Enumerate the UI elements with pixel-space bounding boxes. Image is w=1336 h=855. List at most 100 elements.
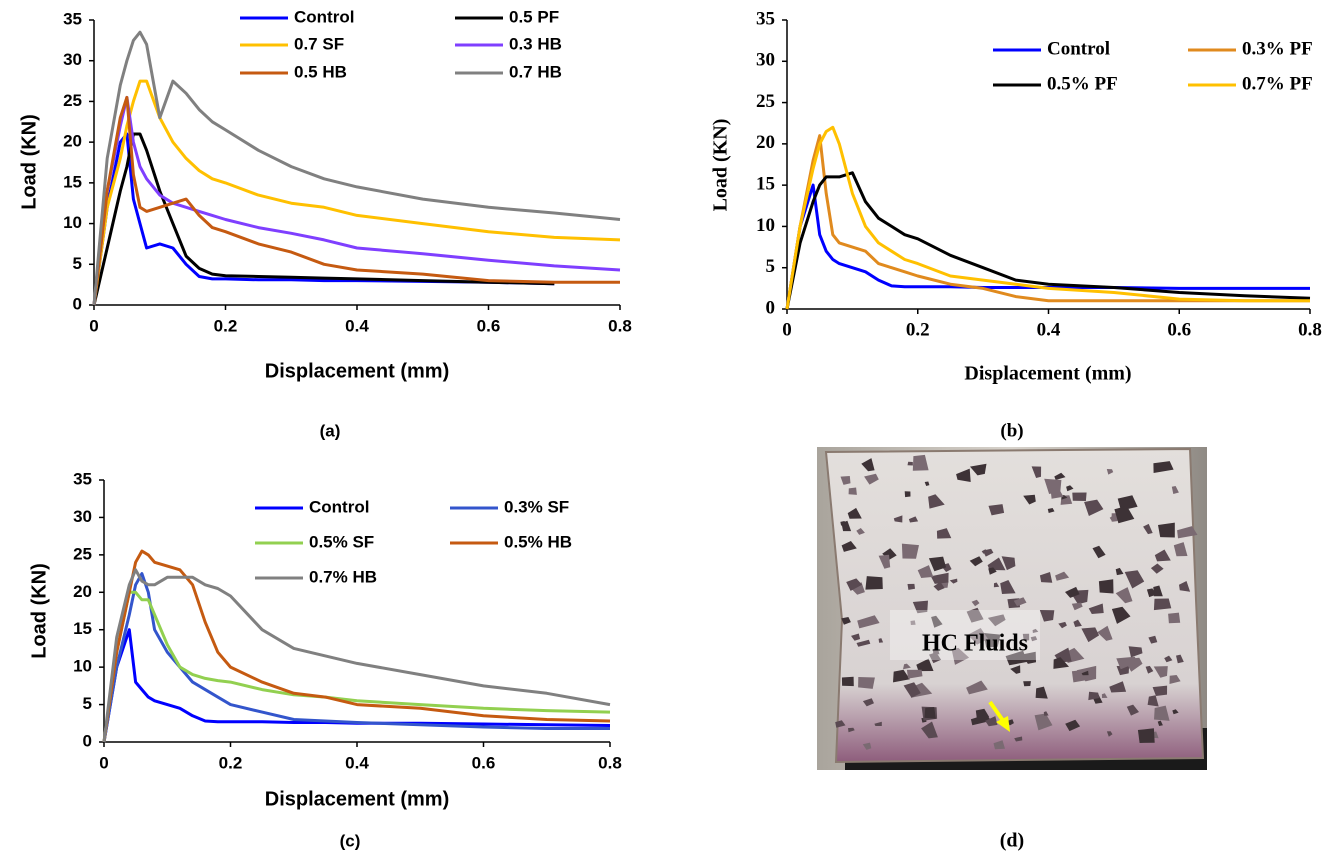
aggregate-piece xyxy=(966,680,988,695)
aggregate-piece xyxy=(1032,628,1039,633)
aggregate-piece xyxy=(858,677,875,689)
legend-label: 0.7% PF xyxy=(1242,73,1313,94)
aggregate-piece xyxy=(982,548,994,557)
aggregate-piece xyxy=(893,669,910,683)
aggregate-piece xyxy=(931,615,943,628)
aggregate-piece xyxy=(1109,681,1127,693)
aggregate-piece xyxy=(1137,728,1155,743)
aggregate-piece xyxy=(1081,627,1100,643)
y-tick-label: 10 xyxy=(756,215,775,236)
aggregate-piece xyxy=(983,633,1001,648)
aggregate-piece xyxy=(1081,670,1089,676)
aggregate-piece xyxy=(1034,713,1053,731)
aggregate-piece xyxy=(848,727,855,733)
x-axis-label: Displacement (mm) xyxy=(964,363,1131,385)
aggregate-piece xyxy=(921,721,938,739)
y-tick-label: 30 xyxy=(73,507,92,526)
x-tick-label: 0.6 xyxy=(477,316,501,335)
aggregate-piece xyxy=(874,721,882,726)
aggregate-piece xyxy=(924,707,936,719)
aggregate-piece xyxy=(856,528,865,535)
aggregate-piece xyxy=(1116,656,1137,670)
panel-caption: (b) xyxy=(1000,420,1023,441)
y-tick-label: 25 xyxy=(73,544,92,563)
aggregate-piece xyxy=(1066,485,1074,492)
aggregate-piece xyxy=(1021,651,1036,664)
arrow-head xyxy=(996,716,1010,732)
aggregate-piece xyxy=(969,556,983,567)
series-line xyxy=(92,132,555,306)
aggregate-piece xyxy=(1164,655,1173,663)
series-line xyxy=(102,572,610,743)
aggregate-piece xyxy=(987,614,1006,627)
aggregate-piece xyxy=(1001,556,1016,571)
series-line xyxy=(92,30,621,306)
aggregate-piece xyxy=(1171,486,1179,494)
legend-label: Control xyxy=(309,497,369,516)
legend-label: 0.5 HB xyxy=(294,62,347,81)
x-tick-label: 0.4 xyxy=(1037,319,1061,340)
aggregate-piece xyxy=(861,458,875,472)
series-line xyxy=(785,125,1310,310)
aggregate-piece xyxy=(841,676,854,687)
aggregate-piece xyxy=(865,576,883,590)
aggregate-piece xyxy=(993,582,1000,588)
photo-panel: HC Fluids (d) xyxy=(817,447,1207,852)
aggregate-piece xyxy=(908,516,919,523)
x-tick-label: 0 xyxy=(99,753,108,772)
aggregate-piece xyxy=(967,628,989,645)
y-tick-label: 5 xyxy=(73,254,82,273)
legend-label: 0.5% PF xyxy=(1047,73,1118,94)
x-tick-label: 0.4 xyxy=(345,316,369,335)
aggregate-piece xyxy=(907,461,913,466)
aggregate-piece xyxy=(970,714,991,726)
legend-label: 0.7% HB xyxy=(309,567,377,586)
aggregate-piece xyxy=(1169,675,1181,684)
aggregate-piece xyxy=(1005,650,1028,666)
y-tick-label: 10 xyxy=(73,657,92,676)
arrow-shaft xyxy=(988,700,1006,724)
aggregate-piece xyxy=(987,557,1006,571)
x-tick-label: 0.2 xyxy=(214,316,238,335)
aggregate-piece xyxy=(1150,563,1164,574)
aggregate-piece xyxy=(1146,588,1156,598)
aggregate-piece xyxy=(1065,719,1081,732)
aggregate-piece xyxy=(1173,542,1188,557)
aggregate-piece xyxy=(1101,693,1108,698)
aggregate-piece xyxy=(1044,478,1062,494)
aggregate-piece xyxy=(1072,492,1087,501)
aggregate-piece xyxy=(907,583,915,590)
y-tick-label: 20 xyxy=(756,132,775,153)
aggregate-piece xyxy=(1153,461,1174,473)
aggregate-piece xyxy=(864,473,879,485)
legend-label: 0.3% SF xyxy=(504,497,569,516)
aggregate-piece xyxy=(840,476,851,485)
y-tick-label: 30 xyxy=(756,50,775,71)
aggregate-piece xyxy=(1115,587,1133,604)
aggregate-piece xyxy=(1117,495,1138,511)
aggregate-piece xyxy=(848,487,857,495)
aggregate-piece xyxy=(1147,695,1159,707)
aggregate-piece xyxy=(949,578,958,584)
aggregate-piece xyxy=(857,615,880,629)
aggregate-piece xyxy=(929,652,942,664)
aggregate-piece xyxy=(862,742,872,750)
aggregate-piece xyxy=(1153,666,1168,678)
aggregate-piece xyxy=(1073,619,1082,627)
aggregate-piece xyxy=(932,647,940,655)
aggregate-piece xyxy=(906,669,923,679)
aggregate-piece xyxy=(951,647,970,665)
aggregate-piece xyxy=(850,582,865,595)
x-tick-label: 0.2 xyxy=(906,319,930,340)
legend-label: 0.5% SF xyxy=(309,532,374,551)
aggregate-piece xyxy=(1126,704,1139,716)
aggregate-piece xyxy=(903,682,921,698)
aggregate-piece xyxy=(847,507,862,519)
series-line xyxy=(785,171,1311,310)
aggregate-piece xyxy=(1106,731,1113,737)
y-tick-label: 0 xyxy=(83,731,92,750)
legend-label: Control xyxy=(1047,38,1110,59)
panel-c: 0 5 10 15 20 25 30 35 0 0.2 0.4 0.6 0.8 Displacement … xyxy=(28,469,622,850)
